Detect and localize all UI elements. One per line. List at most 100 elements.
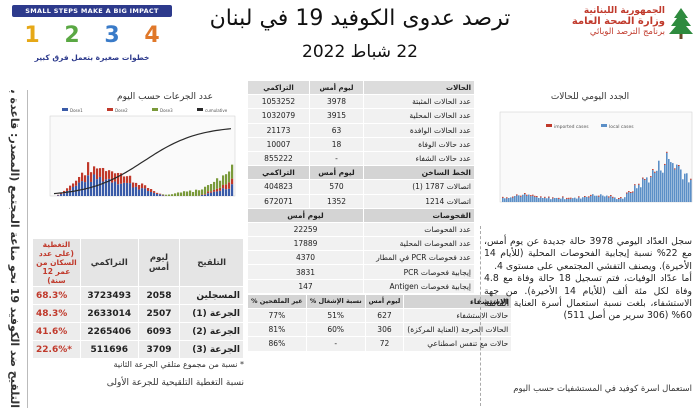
legend-swatch [62, 108, 68, 111]
imported-cases-bar [552, 197, 554, 199]
imported-cases-bar [632, 191, 634, 193]
banner-subtitle: خطوات صغيرة بتعمل فرق كبير [34, 53, 150, 62]
cases-header-cumulative: التراكمي [247, 79, 310, 96]
vaccine-dose-bar [105, 179, 108, 196]
local-cases-bar [552, 198, 554, 202]
cell-ratio: 77% [247, 307, 307, 324]
vac-row-dose3: 22.6%* 511696 3709 الجرعة (3) [32, 340, 244, 359]
imported-cases-bar [638, 183, 640, 185]
vaccine-dose-bar [177, 192, 180, 196]
vac-header-coverage: التغطية (على عدد السكان من عمر 12 سنة) [32, 238, 81, 287]
vaccination-footer: نسبة التغطية التلقيحية للجرعة الأولى [106, 378, 244, 388]
local-cases-bar [550, 199, 552, 202]
vaccine-dose-bar [96, 179, 99, 196]
vaccine-dose-bar [63, 193, 66, 196]
cell-value: 3831 [247, 264, 364, 280]
imported-cases-bar [516, 194, 518, 196]
vaccine-dose-bar [183, 191, 186, 196]
local-cases-bar [560, 198, 562, 202]
vaccine-dose-bar [189, 190, 192, 196]
vaccine-dose-bar [123, 176, 126, 183]
legend-swatch [197, 108, 203, 111]
cell-label: عدد حالات الوفاة [363, 136, 475, 152]
vaccine-dose-bar [93, 174, 96, 196]
vaccine-dose-bar [228, 182, 231, 189]
vaccine-dose-bar [141, 183, 144, 189]
cell-yesterday: 3915 [309, 108, 364, 124]
vaccine-dose-bar [231, 184, 234, 196]
daily-chart-title: الجدد اليومي للحالات [550, 92, 630, 102]
vac-coverage: 22.6%* [32, 340, 81, 359]
hotline-header-yesterday: ليوم أمس [309, 165, 364, 181]
vaccine-dose-bar [138, 189, 141, 196]
vaccine-dose-bar [90, 181, 93, 196]
vaccine-dose-bar [135, 182, 138, 187]
vaccine-dose-bar [135, 186, 138, 196]
vaccine-dose-bar [69, 190, 72, 196]
local-cases-bar [664, 164, 666, 202]
vaccine-dose-bar [201, 189, 204, 195]
vaccine-dose-bar [225, 189, 228, 196]
vaccine-dose-bar [204, 194, 207, 196]
imported-cases-bar [536, 196, 538, 198]
daily-cases-chart: imported cases local cases [499, 111, 693, 203]
local-cases-bar [608, 197, 610, 202]
vaccine-dose-bar [204, 186, 207, 195]
legend-label: local cases [609, 124, 634, 130]
cell-cumulative: 404823 [247, 179, 310, 195]
vaccine-dose-bar [66, 190, 69, 196]
vaccine-dose-bar [231, 178, 234, 185]
vaccine-dose-bar [108, 170, 111, 179]
local-cases-bar [626, 193, 628, 202]
cell-yesterday: 627 [364, 307, 405, 324]
local-cases-bar [620, 198, 622, 202]
imported-cases-bar [634, 184, 636, 186]
cases-row: 855222- عدد حالات الشفاء [247, 150, 475, 167]
vac-coverage: 41.6% [32, 322, 81, 341]
local-cases-bar [514, 195, 516, 202]
local-cases-bar [598, 196, 600, 202]
vaccine-dose-bar [90, 172, 93, 182]
vac-label: الجرعة (2) [179, 322, 244, 341]
vaccine-dose-bar [219, 187, 222, 191]
vaccination-table: التغطية (على عدد السكان من عمر 12 سنة) ا… [32, 238, 244, 359]
local-cases-bar [686, 173, 688, 202]
banner-numbers: 1 2 3 4 [12, 19, 172, 51]
vaccine-dose-bar [99, 176, 102, 196]
vac-label: الجرعة (1) [179, 304, 244, 323]
local-cases-bar [530, 196, 532, 202]
vac-header-vaccine: التلقيح [179, 238, 244, 287]
local-cases-bar [582, 197, 584, 202]
vaccine-dose-bar [198, 190, 201, 196]
vaccine-dose-bar [192, 191, 195, 196]
local-cases-bar [668, 159, 670, 202]
vac-label: الجرعة (3) [179, 340, 244, 359]
cell-cumulative: 1053252 [247, 94, 310, 110]
imported-cases-bar [524, 193, 526, 195]
vaccine-dose-bar [93, 166, 96, 175]
vaccine-dose-bar [159, 193, 162, 195]
vaccine-dose-bar [213, 191, 216, 196]
legend-label: cumulative [205, 108, 228, 113]
vaccine-dose-bar [69, 185, 72, 191]
local-cases-bar [632, 192, 634, 202]
local-cases-bar [512, 197, 514, 202]
vaccine-dose-bar [72, 183, 75, 187]
local-cases-bar [604, 196, 606, 202]
local-cases-bar [572, 198, 574, 202]
vaccine-dose-bar [120, 173, 123, 184]
vaccine-dose-bar [126, 176, 129, 183]
imported-cases-bar [566, 197, 568, 199]
local-cases-bar [532, 195, 534, 202]
cell-cumulative: 21173 [247, 122, 310, 138]
hospital-header-ratio: % غير الملقحين [247, 293, 307, 310]
vaccine-dose-bar [216, 178, 219, 189]
banner-number-2: 2 [64, 22, 80, 48]
imported-cases-bar [610, 195, 612, 197]
hospital-row: 81% 60% 306 الحالات الحرجة (العناية المركزة… [247, 322, 513, 338]
vaccine-dose-bar [78, 182, 81, 196]
vac-yesterday: 2058 [137, 286, 181, 305]
imported-cases-bar [584, 196, 586, 198]
hospital-header-occupancy: % نسبة الإشغال [305, 293, 366, 310]
vaccine-dose-bar [81, 181, 84, 196]
